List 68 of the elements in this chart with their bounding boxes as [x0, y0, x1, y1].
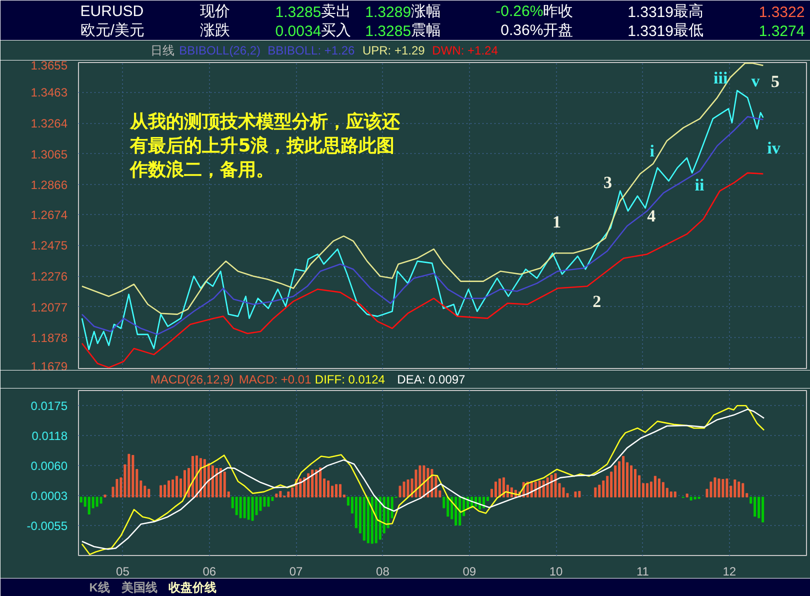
y-tick-label: 1.2276: [30, 270, 68, 284]
text: 最高: [673, 3, 704, 20]
annotation: 从我的测顶技术模型分析，应该还有最后的上升5浪，按此思路此图作数浪二，备用。: [129, 111, 402, 180]
x-tick-label: 11: [636, 564, 650, 578]
chart-title: MACD(26,12,9): [150, 372, 234, 386]
text: 昨收: [543, 3, 574, 20]
annotation: 5: [770, 72, 780, 91]
text: 0.36%: [500, 22, 544, 39]
text: 现价: [200, 3, 230, 20]
y-tick-label: 1.3264: [30, 116, 68, 131]
text: 收盘价线: [168, 580, 216, 594]
text: 买入: [321, 22, 352, 39]
text: 1.3319: [628, 4, 674, 21]
y-tick-label: 1.2475: [30, 238, 68, 253]
y-tick-label: 1.2866: [30, 178, 68, 192]
text: K线: [89, 580, 110, 594]
annotation: v: [751, 71, 760, 90]
y-tick-label: -0.0055: [26, 519, 68, 534]
text: 0.0034: [275, 23, 322, 40]
annotation: 2: [592, 292, 602, 312]
x-tick-label: 06: [202, 564, 216, 578]
x-tick-label: 09: [462, 564, 476, 578]
text: BBIBOLL: +1.26: [268, 44, 356, 58]
y-tick-label: 0.0175: [30, 399, 68, 414]
x-tick-label: 12: [722, 564, 736, 578]
y-tick-label: 1.2077: [30, 300, 68, 314]
text: -0.26%: [496, 3, 544, 20]
chart-subtitle: BBIBOLL(26,2): [179, 44, 261, 58]
x-tick-label: 05: [116, 564, 130, 578]
annotation: ii: [694, 175, 704, 194]
text: 1.3319: [628, 23, 674, 40]
text: 震幅: [411, 22, 442, 39]
text: 1.3289: [365, 4, 412, 21]
text: 1.3274: [758, 23, 805, 40]
y-tick-label: 1.3463: [30, 86, 68, 100]
text: 1.3285: [365, 23, 412, 40]
text: UPR: +1.29: [362, 44, 426, 58]
text: 卖出: [321, 3, 352, 20]
y-tick-label: 1.2674: [30, 208, 68, 222]
text: EURUSD: [80, 3, 144, 20]
annotation: iii: [714, 68, 728, 88]
y-tick-label: 0.0003: [30, 488, 68, 503]
text: 美国线: [120, 580, 158, 594]
text: DEA: 0.0097: [397, 372, 466, 386]
text: DWN: +1.24: [432, 44, 498, 58]
annotation: 4: [647, 206, 656, 226]
text: 1.3322: [758, 4, 805, 21]
text: 1.3285: [275, 4, 322, 21]
x-tick-label: 10: [549, 564, 564, 578]
y-tick-label: 1.3065: [30, 147, 68, 162]
y-tick-label: 0.0118: [32, 428, 68, 443]
y-tick-label: 1.1878: [30, 331, 68, 346]
text: 最低: [673, 22, 704, 39]
text: 涨跌: [200, 22, 230, 39]
annotation: 3: [604, 172, 612, 192]
text: DIFF: 0.0124: [314, 372, 386, 386]
chart-title: 日线: [150, 44, 174, 58]
x-tick-label: 07: [289, 564, 304, 578]
text: 开盘: [543, 22, 574, 39]
x-tick-label: 08: [376, 564, 390, 578]
annotation: i: [650, 142, 655, 161]
annotation: 1: [552, 212, 562, 232]
text: 欧元/美元: [80, 22, 144, 39]
y-tick-label: 0.0060: [30, 459, 68, 474]
annotation: iv: [767, 138, 781, 158]
y-tick-label: 1.3655: [30, 58, 68, 72]
text: 涨幅: [411, 3, 442, 20]
text: MACD: +0.01: [238, 372, 312, 386]
